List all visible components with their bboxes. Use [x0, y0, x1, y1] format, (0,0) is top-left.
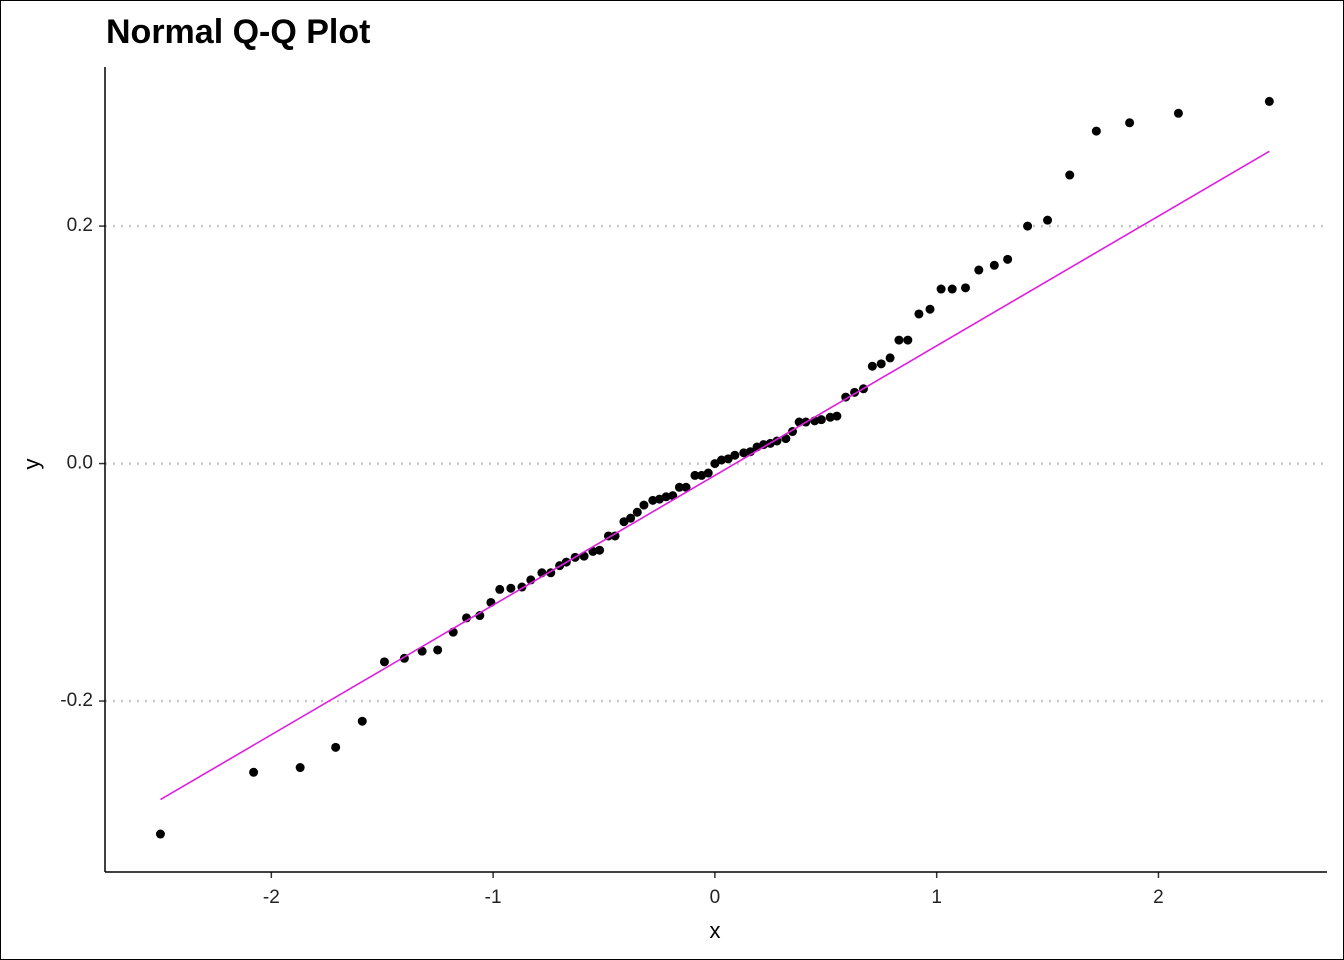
point — [1091, 126, 1101, 136]
point — [974, 265, 984, 275]
point — [495, 584, 505, 594]
point — [703, 468, 713, 478]
x-tick-label: -2 — [263, 887, 280, 908]
point — [759, 440, 769, 450]
point — [781, 434, 791, 444]
point — [632, 507, 642, 517]
y-tick-label: 0.2 — [67, 215, 93, 236]
x-tick-label: 1 — [931, 887, 942, 908]
point — [730, 450, 740, 460]
point — [1003, 254, 1013, 264]
chart-title: Normal Q-Q Plot — [106, 13, 370, 51]
point — [885, 353, 895, 363]
point — [690, 470, 700, 480]
point — [894, 335, 904, 345]
point — [610, 531, 620, 541]
point — [295, 763, 305, 773]
x-tick-label: 0 — [710, 887, 721, 908]
point — [961, 283, 971, 293]
point — [648, 495, 658, 505]
point — [1023, 221, 1033, 231]
x-tick-label: -1 — [485, 887, 502, 908]
point — [710, 459, 720, 469]
point — [772, 436, 782, 446]
point — [595, 545, 605, 555]
point — [925, 304, 935, 314]
point — [639, 500, 649, 510]
point — [674, 482, 684, 492]
point — [433, 645, 443, 655]
point — [155, 829, 165, 839]
point — [681, 482, 691, 492]
point — [816, 415, 826, 425]
point — [417, 646, 427, 656]
point — [661, 492, 671, 502]
point — [506, 583, 516, 593]
point — [626, 513, 636, 523]
point — [989, 260, 999, 270]
y-tick-label: -0.2 — [60, 690, 93, 711]
point — [723, 454, 733, 464]
point — [717, 455, 727, 465]
point — [936, 284, 946, 294]
point — [1125, 118, 1135, 128]
point — [1043, 215, 1053, 225]
x-tick-label: 2 — [1153, 887, 1164, 908]
point — [379, 657, 389, 667]
point — [588, 546, 598, 556]
point — [357, 716, 367, 726]
point — [841, 392, 851, 402]
point — [1065, 170, 1075, 180]
y-axis-title: y — [19, 459, 44, 470]
point — [903, 335, 913, 345]
point — [619, 517, 629, 527]
point — [832, 411, 842, 421]
point — [1264, 96, 1274, 106]
point — [331, 742, 341, 752]
reference-line — [160, 150, 1270, 801]
point — [825, 412, 835, 422]
point — [867, 361, 877, 371]
point — [1173, 108, 1183, 118]
point — [947, 284, 957, 294]
y-tick-label: 0.0 — [67, 453, 93, 474]
point — [914, 309, 924, 319]
point — [739, 448, 749, 458]
x-axis-title: x — [710, 918, 721, 943]
point — [876, 359, 886, 369]
point — [249, 767, 259, 777]
